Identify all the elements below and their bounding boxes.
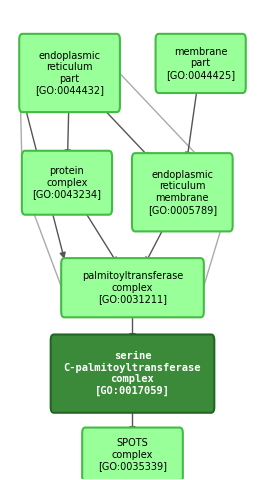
FancyBboxPatch shape xyxy=(19,34,120,112)
Text: membrane
part
[GO:0044425]: membrane part [GO:0044425] xyxy=(166,47,235,80)
Text: endoplasmic
reticulum
membrane
[GO:0005789]: endoplasmic reticulum membrane [GO:00057… xyxy=(148,170,217,215)
Text: serine
C-palmitoyltransferase
complex
[GO:0017059]: serine C-palmitoyltransferase complex [G… xyxy=(64,351,201,396)
Text: palmitoyltransferase
complex
[GO:0031211]: palmitoyltransferase complex [GO:0031211… xyxy=(82,271,183,304)
FancyBboxPatch shape xyxy=(22,151,112,215)
Text: protein
complex
[GO:0043234]: protein complex [GO:0043234] xyxy=(32,166,101,199)
FancyBboxPatch shape xyxy=(61,258,204,317)
FancyBboxPatch shape xyxy=(51,335,214,413)
Text: endoplasmic
reticulum
part
[GO:0044432]: endoplasmic reticulum part [GO:0044432] xyxy=(35,50,104,96)
FancyBboxPatch shape xyxy=(132,153,233,231)
Text: SPOTS
complex
[GO:0035339]: SPOTS complex [GO:0035339] xyxy=(98,438,167,471)
FancyBboxPatch shape xyxy=(82,428,183,480)
FancyBboxPatch shape xyxy=(156,34,246,93)
